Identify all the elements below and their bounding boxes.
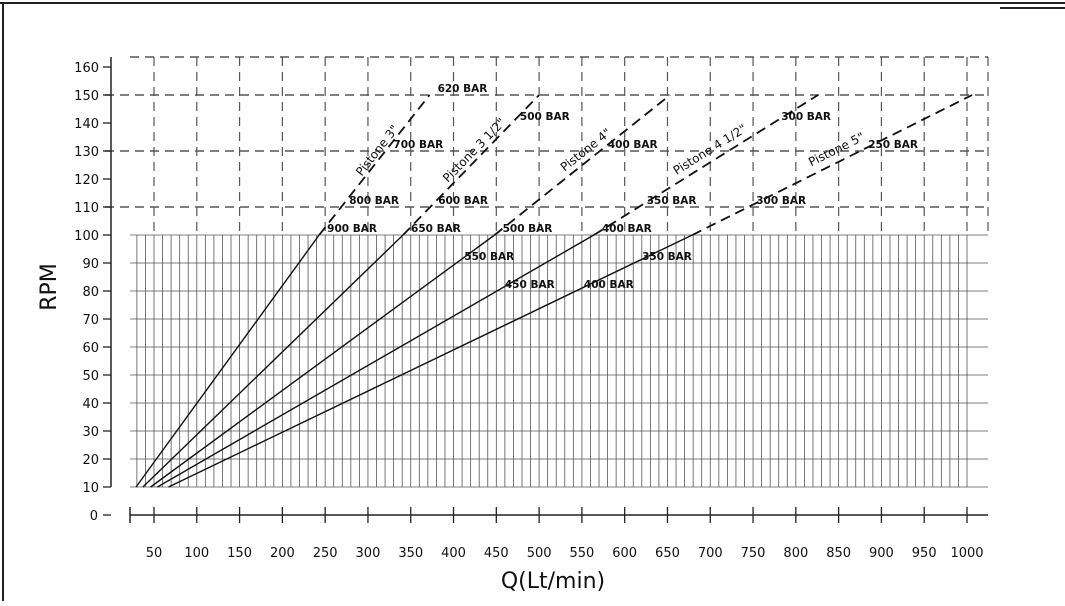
pressure-label: 600 BAR bbox=[438, 195, 488, 207]
x-tick-label: 300 bbox=[356, 546, 381, 561]
x-tick-label: 900 bbox=[869, 546, 894, 561]
y-tick-label: 140 bbox=[74, 117, 99, 132]
series-line-dashed bbox=[494, 94, 671, 236]
x-tick-label: 50 bbox=[146, 546, 163, 561]
series-line-dashed bbox=[402, 94, 540, 236]
x-tick-label: 850 bbox=[826, 546, 851, 561]
y-tick-label: 60 bbox=[82, 341, 99, 356]
series-line-dashed bbox=[593, 94, 819, 236]
y-tick-label: 0 bbox=[90, 509, 98, 524]
y-tick-label: 110 bbox=[74, 201, 99, 216]
series-line-solid bbox=[142, 234, 404, 488]
series-line-solid bbox=[168, 234, 693, 488]
y-tick-label: 10 bbox=[82, 481, 99, 496]
pressure-label: 300 BAR bbox=[756, 195, 806, 207]
series-line-solid bbox=[150, 234, 496, 488]
y-tick-label: 80 bbox=[82, 285, 99, 300]
pressure-label: 700 BAR bbox=[393, 139, 443, 151]
y-tick-label: 90 bbox=[82, 257, 99, 272]
y-tick-label: 70 bbox=[82, 313, 99, 328]
y-tick-label: 50 bbox=[82, 369, 99, 384]
x-tick-label: 750 bbox=[741, 546, 766, 561]
pressure-label: 500 BAR bbox=[503, 223, 553, 235]
series-line-solid bbox=[135, 234, 320, 488]
series-line-dashed bbox=[691, 94, 973, 236]
x-tick-label: 600 bbox=[612, 546, 637, 561]
x-tick-label: 700 bbox=[698, 546, 723, 561]
y-axis-title: RPM bbox=[37, 263, 62, 311]
y-tick-label: 40 bbox=[82, 397, 99, 412]
series-lines bbox=[135, 94, 973, 488]
pressure-label: 350 BAR bbox=[647, 195, 697, 207]
x-tick-label: 400 bbox=[441, 546, 466, 561]
pressure-label: 400 BAR bbox=[584, 279, 634, 291]
x-tick-label: 650 bbox=[655, 546, 680, 561]
pressure-label: 550 BAR bbox=[464, 251, 514, 263]
x-tick-label: 500 bbox=[527, 546, 552, 561]
pressure-label: 350 BAR bbox=[642, 251, 692, 263]
pressure-label: 800 BAR bbox=[349, 195, 399, 207]
y-tick-label: 160 bbox=[74, 61, 99, 76]
pressure-label: 620 BAR bbox=[438, 83, 488, 95]
pressure-label: 250 BAR bbox=[868, 139, 918, 151]
pressure-label: 300 BAR bbox=[781, 111, 831, 123]
x-tick-label: 1000 bbox=[950, 546, 983, 561]
series-line-dashed bbox=[318, 94, 431, 236]
y-tick-label: 120 bbox=[74, 173, 99, 188]
pressure-label: 500 BAR bbox=[520, 111, 570, 123]
x-tick-label: 100 bbox=[184, 546, 209, 561]
series-line-solid bbox=[157, 234, 595, 488]
x-tick-label: 250 bbox=[313, 546, 338, 561]
x-tick-label: 550 bbox=[569, 546, 594, 561]
y-tick-label: 20 bbox=[82, 453, 99, 468]
pressure-label: 650 BAR bbox=[411, 223, 461, 235]
x-tick-label: 450 bbox=[484, 546, 509, 561]
x-tick-label: 150 bbox=[227, 546, 252, 561]
x-tick-label: 950 bbox=[912, 546, 937, 561]
pressure-label: 400 BAR bbox=[608, 139, 658, 151]
y-tick-label: 130 bbox=[74, 145, 99, 160]
y-tick-label: 150 bbox=[74, 89, 99, 104]
pressure-label: 900 BAR bbox=[327, 223, 377, 235]
y-tick-label: 30 bbox=[82, 425, 99, 440]
x-tick-label: 800 bbox=[783, 546, 808, 561]
series-name-label: Pistone 4" bbox=[558, 126, 614, 175]
x-tick-label: 200 bbox=[270, 546, 295, 561]
x-axis-title: Q(Lt/min) bbox=[501, 569, 605, 594]
axes: 50 100 150 200 250 300 350 400 450 500 550 600 650 70… bbox=[74, 57, 988, 561]
series-name-label: Pistone 3 1/2" bbox=[440, 115, 508, 185]
pressure-label: 400 BAR bbox=[602, 223, 652, 235]
pressure-label: 450 BAR bbox=[505, 279, 555, 291]
x-tick-label: 350 bbox=[398, 546, 423, 561]
y-tick-label: 100 bbox=[74, 229, 99, 244]
